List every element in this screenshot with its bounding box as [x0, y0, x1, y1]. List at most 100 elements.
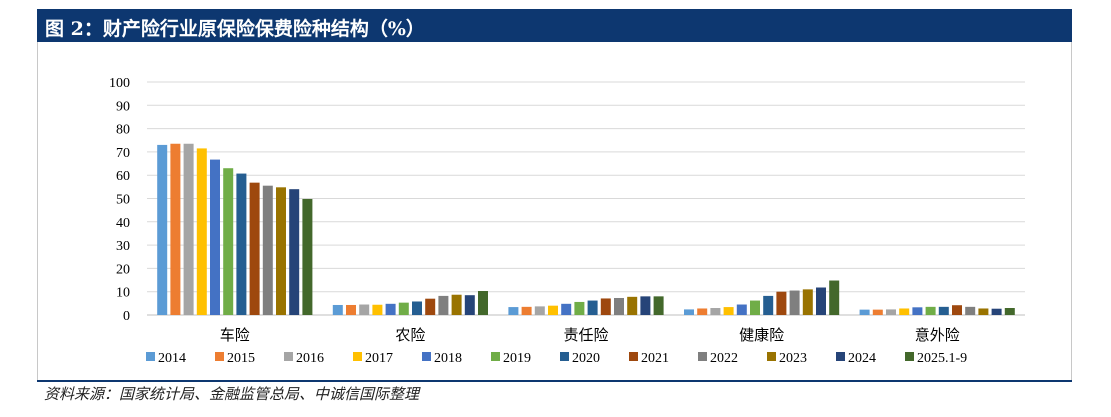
x-tick-label: 车险	[220, 327, 250, 344]
bar	[346, 304, 356, 315]
x-tick-label: 健康险	[739, 327, 784, 344]
legend-swatch	[353, 352, 362, 361]
bar	[183, 143, 194, 315]
bar	[236, 173, 247, 315]
bar	[776, 291, 787, 315]
bar	[1004, 308, 1015, 315]
bar	[425, 298, 436, 315]
legend-swatch	[491, 352, 500, 361]
y-tick-label: 30	[116, 239, 130, 254]
x-tick-label: 农险	[395, 327, 425, 344]
bar	[372, 304, 383, 315]
bar	[952, 305, 962, 315]
bar	[170, 143, 181, 315]
bar	[872, 309, 883, 315]
y-tick-label: 20	[116, 262, 130, 277]
legend-swatch	[284, 352, 293, 361]
bar	[899, 308, 910, 315]
bar	[385, 303, 396, 315]
bar	[548, 305, 558, 315]
bar	[587, 300, 598, 315]
bar	[653, 296, 664, 315]
legend-swatch	[629, 352, 638, 361]
x-tick-label: 责任险	[563, 327, 608, 344]
y-tick-label: 90	[116, 99, 130, 114]
bar	[600, 298, 611, 315]
bar	[736, 304, 747, 315]
source-note: 资料来源：国家统计局、金融监管总局、中诚信国际整理	[44, 385, 420, 403]
bar	[438, 295, 449, 315]
bar	[859, 309, 870, 315]
legend-swatch	[836, 352, 845, 361]
bar	[332, 304, 343, 315]
legend-swatch	[146, 352, 155, 361]
legend-label: 2024	[848, 351, 876, 366]
legend-label: 2023	[779, 351, 807, 366]
figure-title: 图 2：财产险行业原保险保费险种结构（%）	[45, 18, 425, 40]
bar	[262, 185, 273, 315]
bar	[763, 295, 774, 315]
bar	[991, 308, 1002, 315]
bar	[965, 306, 976, 315]
bar	[912, 307, 923, 315]
bar	[508, 307, 519, 315]
bar	[359, 304, 370, 315]
legend-label: 2016	[296, 351, 324, 366]
bar	[802, 289, 813, 315]
y-tick-label: 60	[116, 169, 130, 184]
bar	[574, 301, 585, 315]
y-tick-label: 70	[116, 146, 130, 161]
bar	[684, 309, 694, 315]
y-tick-label: 0	[123, 309, 130, 324]
legend-swatch	[698, 352, 707, 361]
bar	[398, 302, 409, 315]
bar	[938, 306, 949, 315]
legend-swatch	[560, 352, 569, 361]
bar	[196, 148, 207, 315]
bar	[276, 187, 286, 315]
source-divider	[37, 380, 1072, 382]
bar	[614, 297, 624, 315]
legend-label: 2019	[503, 351, 531, 366]
bar	[627, 296, 638, 315]
legend-label: 2021	[641, 351, 669, 366]
legend-swatch	[422, 352, 431, 361]
bar	[534, 306, 545, 315]
chart-frame	[37, 42, 1072, 380]
bar	[302, 198, 313, 315]
bar	[925, 306, 936, 315]
bar	[789, 290, 800, 315]
bar	[451, 294, 462, 315]
legend-label: 2014	[158, 351, 186, 366]
bar	[249, 182, 260, 315]
y-tick-label: 100	[109, 76, 130, 91]
y-tick-label: 40	[116, 216, 130, 231]
title-bar: 图 2：财产险行业原保险保费险种结构（%）	[37, 9, 1072, 42]
bar	[478, 291, 488, 315]
bar	[412, 301, 422, 315]
x-tick-label: 意外险	[915, 326, 960, 344]
bar	[289, 189, 300, 315]
y-tick-label: 50	[116, 193, 130, 208]
bar	[640, 296, 651, 315]
legend-label: 2015	[227, 351, 255, 366]
legend-label: 2025.1-9	[917, 351, 967, 366]
legend-label: 2022	[710, 351, 738, 366]
y-tick-label: 80	[116, 123, 130, 138]
bar	[710, 308, 721, 315]
bar	[521, 306, 532, 315]
bar	[210, 159, 220, 315]
legend-swatch	[905, 352, 914, 361]
bar	[157, 144, 168, 315]
bar	[723, 307, 734, 315]
bar	[697, 308, 708, 315]
bar	[829, 280, 840, 315]
bar	[978, 308, 989, 315]
bar	[750, 300, 760, 315]
bar	[464, 295, 475, 315]
legend-swatch	[215, 352, 224, 361]
bar	[223, 168, 234, 315]
bar	[886, 309, 896, 315]
legend-label: 2020	[572, 351, 600, 366]
